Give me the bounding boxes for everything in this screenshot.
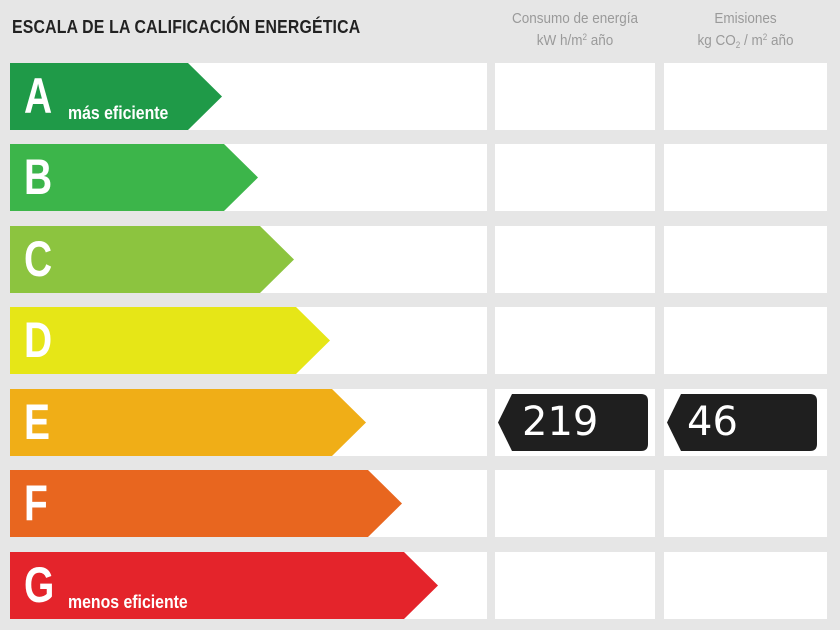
emisiones-unit-sub: 2 [735, 40, 741, 50]
rating-row-c: C [0, 226, 840, 293]
rating-letter: G [24, 557, 55, 613]
rating-arrow-b: B [10, 144, 258, 211]
consumo-badge-value: 219 [522, 399, 599, 445]
rating-arrow-shape [10, 63, 222, 130]
rating-arrow-shape [10, 552, 438, 619]
rating-sublabel: más eficiente [68, 103, 169, 123]
rating-arrow-c: C [10, 226, 294, 293]
rating-arrow-fill [10, 470, 402, 537]
emisiones-badge-shape [667, 394, 817, 451]
emisiones-unit-prefix: kg CO [697, 32, 736, 49]
consumo-badge: 219 [498, 394, 648, 451]
rating-arrow-fill [10, 307, 330, 374]
consumo-cell [495, 226, 655, 293]
emisiones-unit-mid: / m [740, 32, 763, 49]
consumo-column-header: Consumo de energía kW h/m2 año [495, 8, 655, 52]
emisiones-column-header: Emisiones kg CO2 / m2 año [664, 8, 827, 52]
page-title: ESCALA DE LA CALIFICACIÓN ENERGÉTICA [12, 17, 361, 37]
emisiones-cell [664, 552, 827, 619]
rating-row-b: B [0, 144, 840, 211]
rating-letter: B [24, 149, 53, 205]
consumo-cell [495, 307, 655, 374]
emisiones-cell [664, 144, 827, 211]
rating-arrow-shape [10, 144, 258, 211]
rating-arrow-fill [10, 226, 294, 293]
consumo-header-line1: Consumo de energía [511, 10, 639, 27]
rating-arrow-fill [10, 389, 366, 456]
consumo-cell [495, 144, 655, 211]
emisiones-cell [664, 226, 827, 293]
rating-letter: D [24, 312, 53, 368]
rating-arrow-shape [10, 470, 402, 537]
consumo-unit-suffix: año [586, 32, 614, 49]
rating-letter: A [24, 68, 53, 124]
consumo-cell [495, 552, 655, 619]
rating-arrow-d: D [10, 307, 330, 374]
consumo-header-unit: kW h/m2 año [503, 30, 647, 52]
consumo-unit-sup: 2 [582, 32, 587, 42]
rating-letter: F [24, 475, 48, 531]
emisiones-cell [664, 307, 827, 374]
rating-arrow-fill [10, 144, 258, 211]
consumo-cell [495, 63, 655, 130]
emisiones-unit-suffix: año [767, 32, 794, 49]
emisiones-header-unit: kg CO2 / m2 año [672, 30, 819, 52]
rating-arrow-shape [10, 307, 330, 374]
consumo-cell [495, 470, 655, 537]
rating-row-f: F [0, 470, 840, 537]
rating-sublabel: menos eficiente [68, 592, 188, 612]
rating-row-d: D [0, 307, 840, 374]
rating-row-e: E 219 46 [0, 389, 840, 456]
emisiones-badge-value: 46 [687, 399, 738, 445]
consumo-unit-prefix: kW h/m [536, 32, 583, 49]
rating-letter: E [24, 394, 51, 450]
emisiones-badge: 46 [667, 394, 817, 451]
consumo-badge-shape [498, 394, 648, 451]
rating-arrow-e: E [10, 389, 366, 456]
emisiones-unit-sup: 2 [762, 32, 768, 42]
rating-arrow-shape [10, 389, 366, 456]
emisiones-cell [664, 470, 827, 537]
emisiones-header-line1: Emisiones [714, 10, 777, 27]
rating-arrow-fill [10, 552, 438, 619]
rating-letter: C [24, 231, 53, 287]
rating-arrow-f: F [10, 470, 402, 537]
rating-arrow-shape [10, 226, 294, 293]
rating-arrow-fill [10, 63, 222, 130]
emisiones-cell [664, 63, 827, 130]
